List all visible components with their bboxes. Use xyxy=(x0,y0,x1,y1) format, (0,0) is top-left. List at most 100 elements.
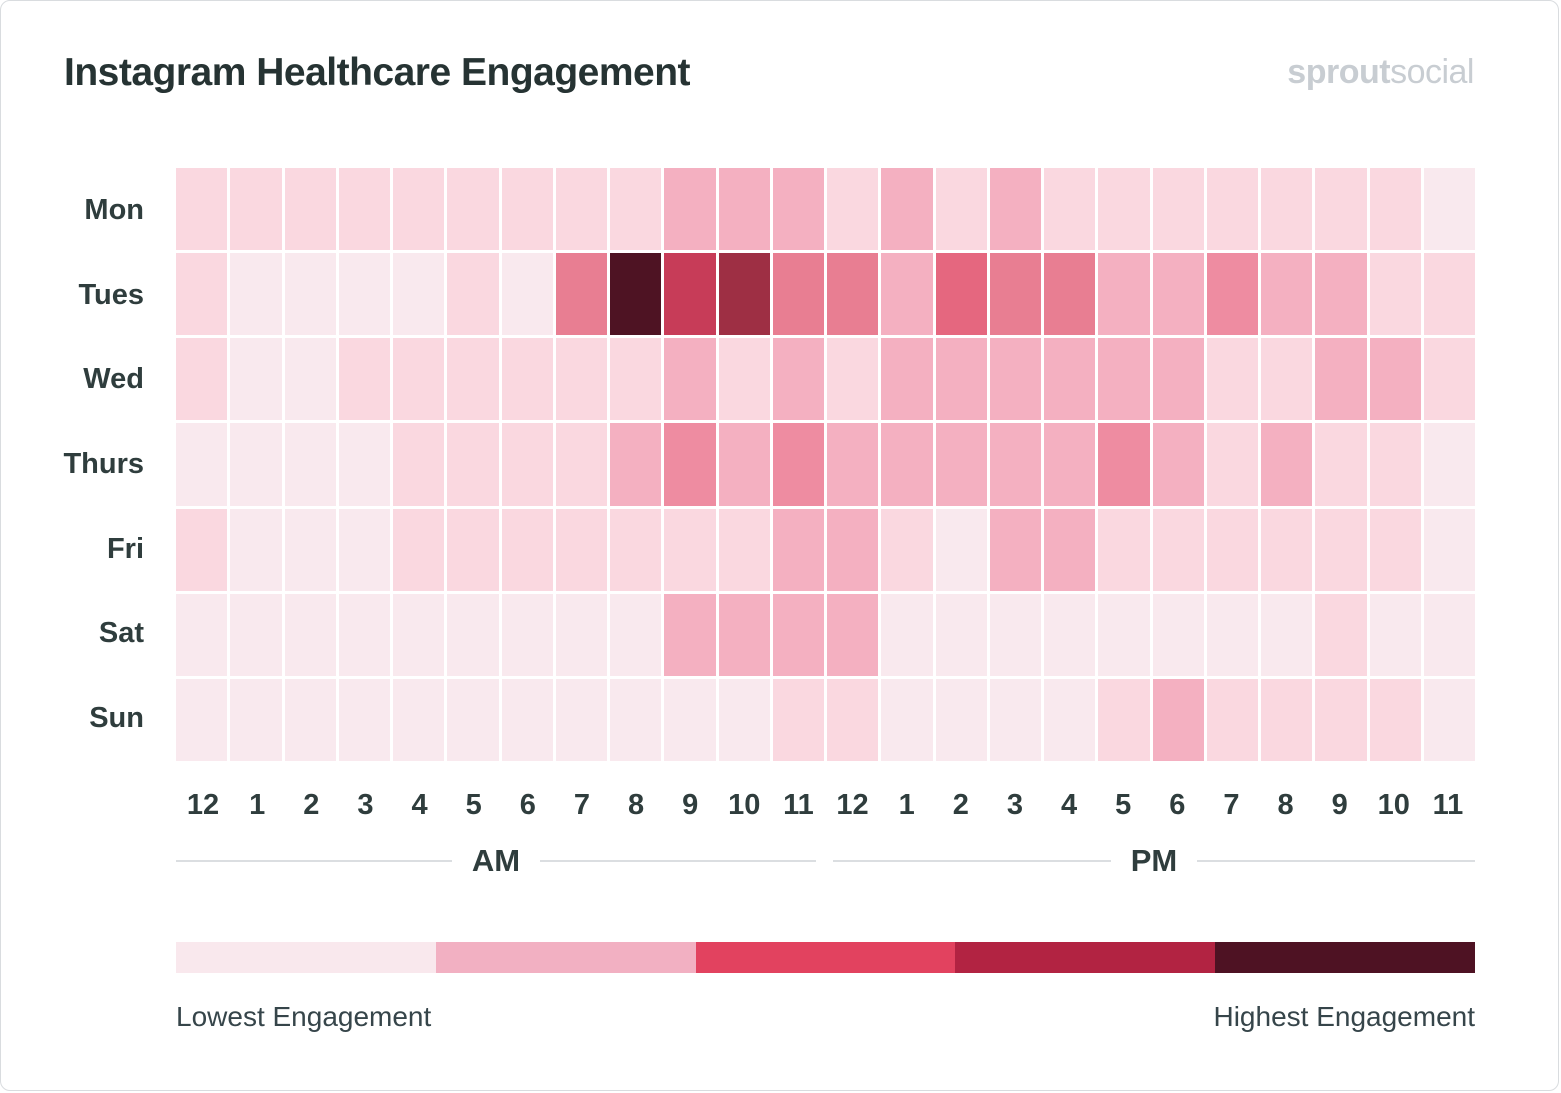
am-label: AM xyxy=(471,843,521,878)
heatmap-cell xyxy=(1044,253,1096,336)
heatmap-cell xyxy=(718,253,770,336)
heatmap-cell xyxy=(989,678,1041,761)
heatmap-cell xyxy=(555,423,607,506)
heatmap-cell xyxy=(1261,508,1313,591)
y-axis-day-labels: Mon Tues Wed Thurs Fri Sat Sun xyxy=(1,168,144,761)
heatmap-cell xyxy=(1152,593,1204,676)
heatmap-cell xyxy=(501,593,553,676)
heatmap-cell xyxy=(1206,253,1258,336)
heatmap-cell xyxy=(935,593,987,676)
page-title: Instagram Healthcare Engagement xyxy=(64,51,691,94)
heatmap-cell xyxy=(1369,508,1421,591)
legend-color-segment xyxy=(1215,942,1475,973)
heatmap-cell xyxy=(664,678,716,761)
heatmap-cell xyxy=(1423,338,1475,421)
hour-label: 3 xyxy=(357,789,374,821)
heatmap-cell xyxy=(230,338,282,421)
hour-label: 7 xyxy=(1223,789,1240,821)
heatmap-cell xyxy=(284,508,336,591)
heatmap-cell xyxy=(1044,508,1096,591)
heatmap-cell xyxy=(1315,678,1367,761)
heatmap-cell xyxy=(284,678,336,761)
heatmap-cell xyxy=(827,168,879,251)
hour-label: 4 xyxy=(1060,789,1078,821)
heatmap-cell xyxy=(338,593,390,676)
heatmap-cell xyxy=(881,168,933,251)
am-divider-line-left xyxy=(176,860,452,862)
heatmap-cell xyxy=(881,678,933,761)
heatmap-cell xyxy=(284,338,336,421)
heatmap-cell xyxy=(664,338,716,421)
heatmap-cell xyxy=(772,508,824,591)
heatmap-cell xyxy=(176,508,228,591)
heatmap-cell xyxy=(772,253,824,336)
heatmap-cell xyxy=(1206,338,1258,421)
heatmap-cell xyxy=(989,508,1041,591)
heatmap-cell xyxy=(1315,168,1367,251)
pm-divider-line-right xyxy=(1197,860,1475,862)
hour-label: 1 xyxy=(898,789,915,821)
heatmap-cell xyxy=(1261,338,1313,421)
heatmap-cell xyxy=(610,168,662,251)
heatmap-cell xyxy=(827,338,879,421)
heatmap-cell xyxy=(1315,338,1367,421)
heatmap-cell xyxy=(447,593,499,676)
heatmap-cell xyxy=(1261,678,1313,761)
heatmap-cell xyxy=(1369,338,1421,421)
heatmap-cell xyxy=(827,678,879,761)
day-label: Fri xyxy=(106,532,144,565)
heatmap-cell xyxy=(1098,253,1150,336)
heatmap-cell xyxy=(772,593,824,676)
heatmap-cell xyxy=(610,253,662,336)
hour-label: 12 xyxy=(186,789,220,821)
hour-label: 3 xyxy=(1006,789,1023,821)
heatmap-cell xyxy=(1044,168,1096,251)
hour-label: 2 xyxy=(952,789,969,821)
hour-label: 11 xyxy=(1432,789,1464,821)
heatmap-cell xyxy=(827,593,879,676)
heatmap-cell xyxy=(555,338,607,421)
am-divider-line-right xyxy=(540,860,816,862)
heatmap-cell xyxy=(1098,423,1150,506)
hour-label: 5 xyxy=(465,789,482,821)
heatmap-cell xyxy=(338,253,390,336)
heatmap-cell xyxy=(338,168,390,251)
sproutsocial-logo: sproutsocial xyxy=(1287,53,1474,92)
hour-label: 8 xyxy=(627,789,645,821)
hour-label: 9 xyxy=(1331,789,1348,821)
heatmap-cell xyxy=(1206,678,1258,761)
logo-text-bold: sprout xyxy=(1287,53,1391,91)
heatmap-cell xyxy=(1098,338,1150,421)
legend-high-label: Highest Engagement xyxy=(1213,1001,1475,1032)
heatmap-cell xyxy=(1423,253,1475,336)
heatmap-cell xyxy=(827,253,879,336)
heatmap-cell xyxy=(772,423,824,506)
heatmap-cell xyxy=(610,678,662,761)
heatmap-cell xyxy=(718,678,770,761)
heatmap-cell xyxy=(718,338,770,421)
heatmap-cell xyxy=(1044,423,1096,506)
legend-color-segment xyxy=(955,942,1216,973)
legend-labels: Lowest Engagement Highest Engagement xyxy=(176,1001,1475,1033)
hour-label: 9 xyxy=(682,789,699,821)
heatmap-cell xyxy=(555,508,607,591)
heatmap-cell xyxy=(881,508,933,591)
heatmap-cell xyxy=(1369,423,1421,506)
day-label: Thurs xyxy=(63,448,144,481)
heatmap-cell xyxy=(827,423,879,506)
heatmap-cell xyxy=(1315,508,1367,591)
heatmap-cell xyxy=(989,593,1041,676)
heatmap-cell xyxy=(1315,593,1367,676)
heatmap-cell xyxy=(338,338,390,421)
heatmap-cell xyxy=(718,508,770,591)
heatmap-cell xyxy=(447,423,499,506)
heatmap-cell xyxy=(664,253,716,336)
heatmap-cell xyxy=(176,678,228,761)
legend-color-segment xyxy=(176,942,436,973)
heatmap-cell xyxy=(1152,168,1204,251)
heatmap-cell xyxy=(393,593,445,676)
heatmap-cell xyxy=(176,253,228,336)
heatmap-cell xyxy=(447,678,499,761)
heatmap-cell xyxy=(1098,168,1150,251)
heatmap-cell xyxy=(881,593,933,676)
